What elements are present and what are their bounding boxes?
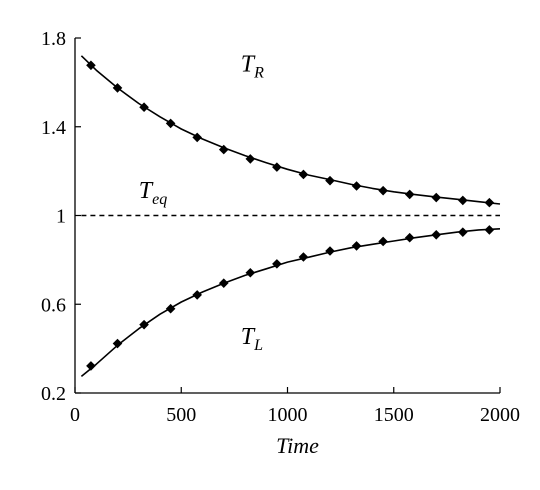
series-label-t-eq: Teq <box>139 178 167 208</box>
data-point-t-l <box>404 232 415 243</box>
data-point-t-r <box>458 195 468 206</box>
data-point-t-r <box>298 169 309 180</box>
data-point-t-r <box>139 102 149 113</box>
data-point-t-l <box>351 241 362 251</box>
data-point-t-r <box>404 189 415 200</box>
series-label-sub: eq <box>152 191 167 208</box>
x-tick-label: 0 <box>70 404 80 426</box>
data-point-t-l <box>484 225 495 235</box>
series-label-sub: R <box>253 64 264 81</box>
x-axis-title: Time <box>276 433 319 458</box>
series-label-main: T <box>241 324 256 350</box>
data-point-t-r <box>86 60 96 71</box>
data-point-t-r <box>165 118 176 129</box>
data-point-t-r <box>192 132 202 143</box>
x-tick-label: 500 <box>166 404 196 426</box>
data-point-t-r <box>245 154 256 164</box>
y-tick-label: 0.6 <box>41 294 66 316</box>
x-tick-label: 1500 <box>374 404 414 426</box>
data-point-t-l <box>112 338 123 349</box>
x-tick-label: 2000 <box>480 404 520 426</box>
series-t-r <box>80 55 501 208</box>
data-point-t-r <box>218 144 229 155</box>
y-tick-label: 1.4 <box>41 117 66 139</box>
data-point-t-l <box>272 259 282 269</box>
data-point-t-l <box>165 303 176 314</box>
y-tick-label: 1.8 <box>41 28 66 50</box>
series-label-t-r: TR <box>241 51 264 81</box>
data-point-t-l <box>139 319 149 330</box>
data-point-t-l <box>86 361 96 371</box>
data-point-t-l <box>298 252 309 262</box>
data-point-t-l <box>245 267 256 278</box>
data-point-t-l <box>218 278 229 288</box>
series <box>80 55 501 378</box>
series-line-t-l <box>80 228 501 378</box>
data-point-t-r <box>351 181 362 191</box>
data-point-t-l <box>192 290 202 300</box>
data-point-t-l <box>325 246 335 256</box>
data-point-t-l <box>458 227 468 237</box>
data-point-t-r <box>272 162 282 172</box>
data-point-t-l <box>378 236 388 247</box>
series-label-main: T <box>241 51 256 77</box>
data-point-t-r <box>484 197 495 208</box>
series-t-l <box>80 225 501 378</box>
data-point-t-r <box>112 83 123 93</box>
series-label-t-l: TL <box>241 324 263 354</box>
y-tick-label: 0.2 <box>41 383 66 405</box>
y-tick-label: 1 <box>56 206 66 228</box>
data-point-t-r <box>431 192 442 203</box>
series-label-main: T <box>139 178 154 204</box>
data-point-t-r <box>325 175 335 186</box>
series-label-sub: L <box>253 337 263 354</box>
data-point-t-r <box>378 185 388 196</box>
x-tick-label: 1000 <box>268 404 308 426</box>
data-point-t-l <box>431 230 442 240</box>
ticks: 0 500 1000 1500 2000 0.2 0.6 1 1.4 1.8 <box>41 28 520 426</box>
